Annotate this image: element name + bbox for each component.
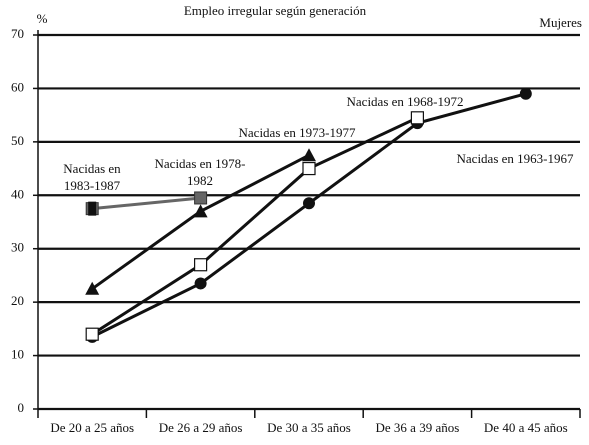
subtitle: Mujeres: [539, 15, 582, 30]
marker: [194, 258, 208, 272]
marker: [410, 111, 424, 125]
marker: [302, 161, 316, 176]
x-tick-label: De 40 a 45 años: [484, 420, 568, 435]
x-tick-label: De 36 a 39 años: [376, 420, 460, 435]
y-tick-label: 0: [18, 400, 25, 415]
chart-title: Empleo irregular según generación: [184, 3, 367, 18]
y-axis-label: %: [37, 11, 48, 26]
x-tick-label: De 26 a 29 años: [159, 420, 243, 435]
series-label: Nacidas en 1963-1967: [456, 151, 574, 166]
x-tick-label: De 30 a 35 años: [267, 420, 351, 435]
marker: [194, 191, 208, 205]
series-line: [91, 116, 419, 336]
y-tick-label: 10: [11, 347, 24, 362]
y-tick-label: 30: [11, 240, 24, 255]
series-label: Nacidas en 1973-1977: [238, 125, 356, 140]
marker: [519, 87, 532, 100]
y-tick-label: 70: [11, 26, 24, 41]
marker: [85, 327, 99, 341]
marker: [193, 204, 208, 218]
marker: [303, 197, 315, 210]
marker: [302, 148, 316, 162]
y-tick-label: 40: [11, 186, 24, 201]
y-tick-label: 20: [11, 293, 24, 308]
y-tick-label: 50: [11, 133, 24, 148]
series-label: Nacidas en 1968-1972: [346, 94, 464, 109]
marker: [85, 281, 100, 295]
series-label: Nacidas en 1978-1982: [154, 156, 246, 188]
marker: [194, 277, 207, 290]
series-label: Nacidas en 1983-1987: [63, 161, 121, 193]
marker: [88, 201, 97, 216]
y-tick-label: 60: [11, 79, 24, 94]
x-tick-label: De 20 a 25 años: [50, 420, 134, 435]
series-line: [92, 196, 201, 211]
